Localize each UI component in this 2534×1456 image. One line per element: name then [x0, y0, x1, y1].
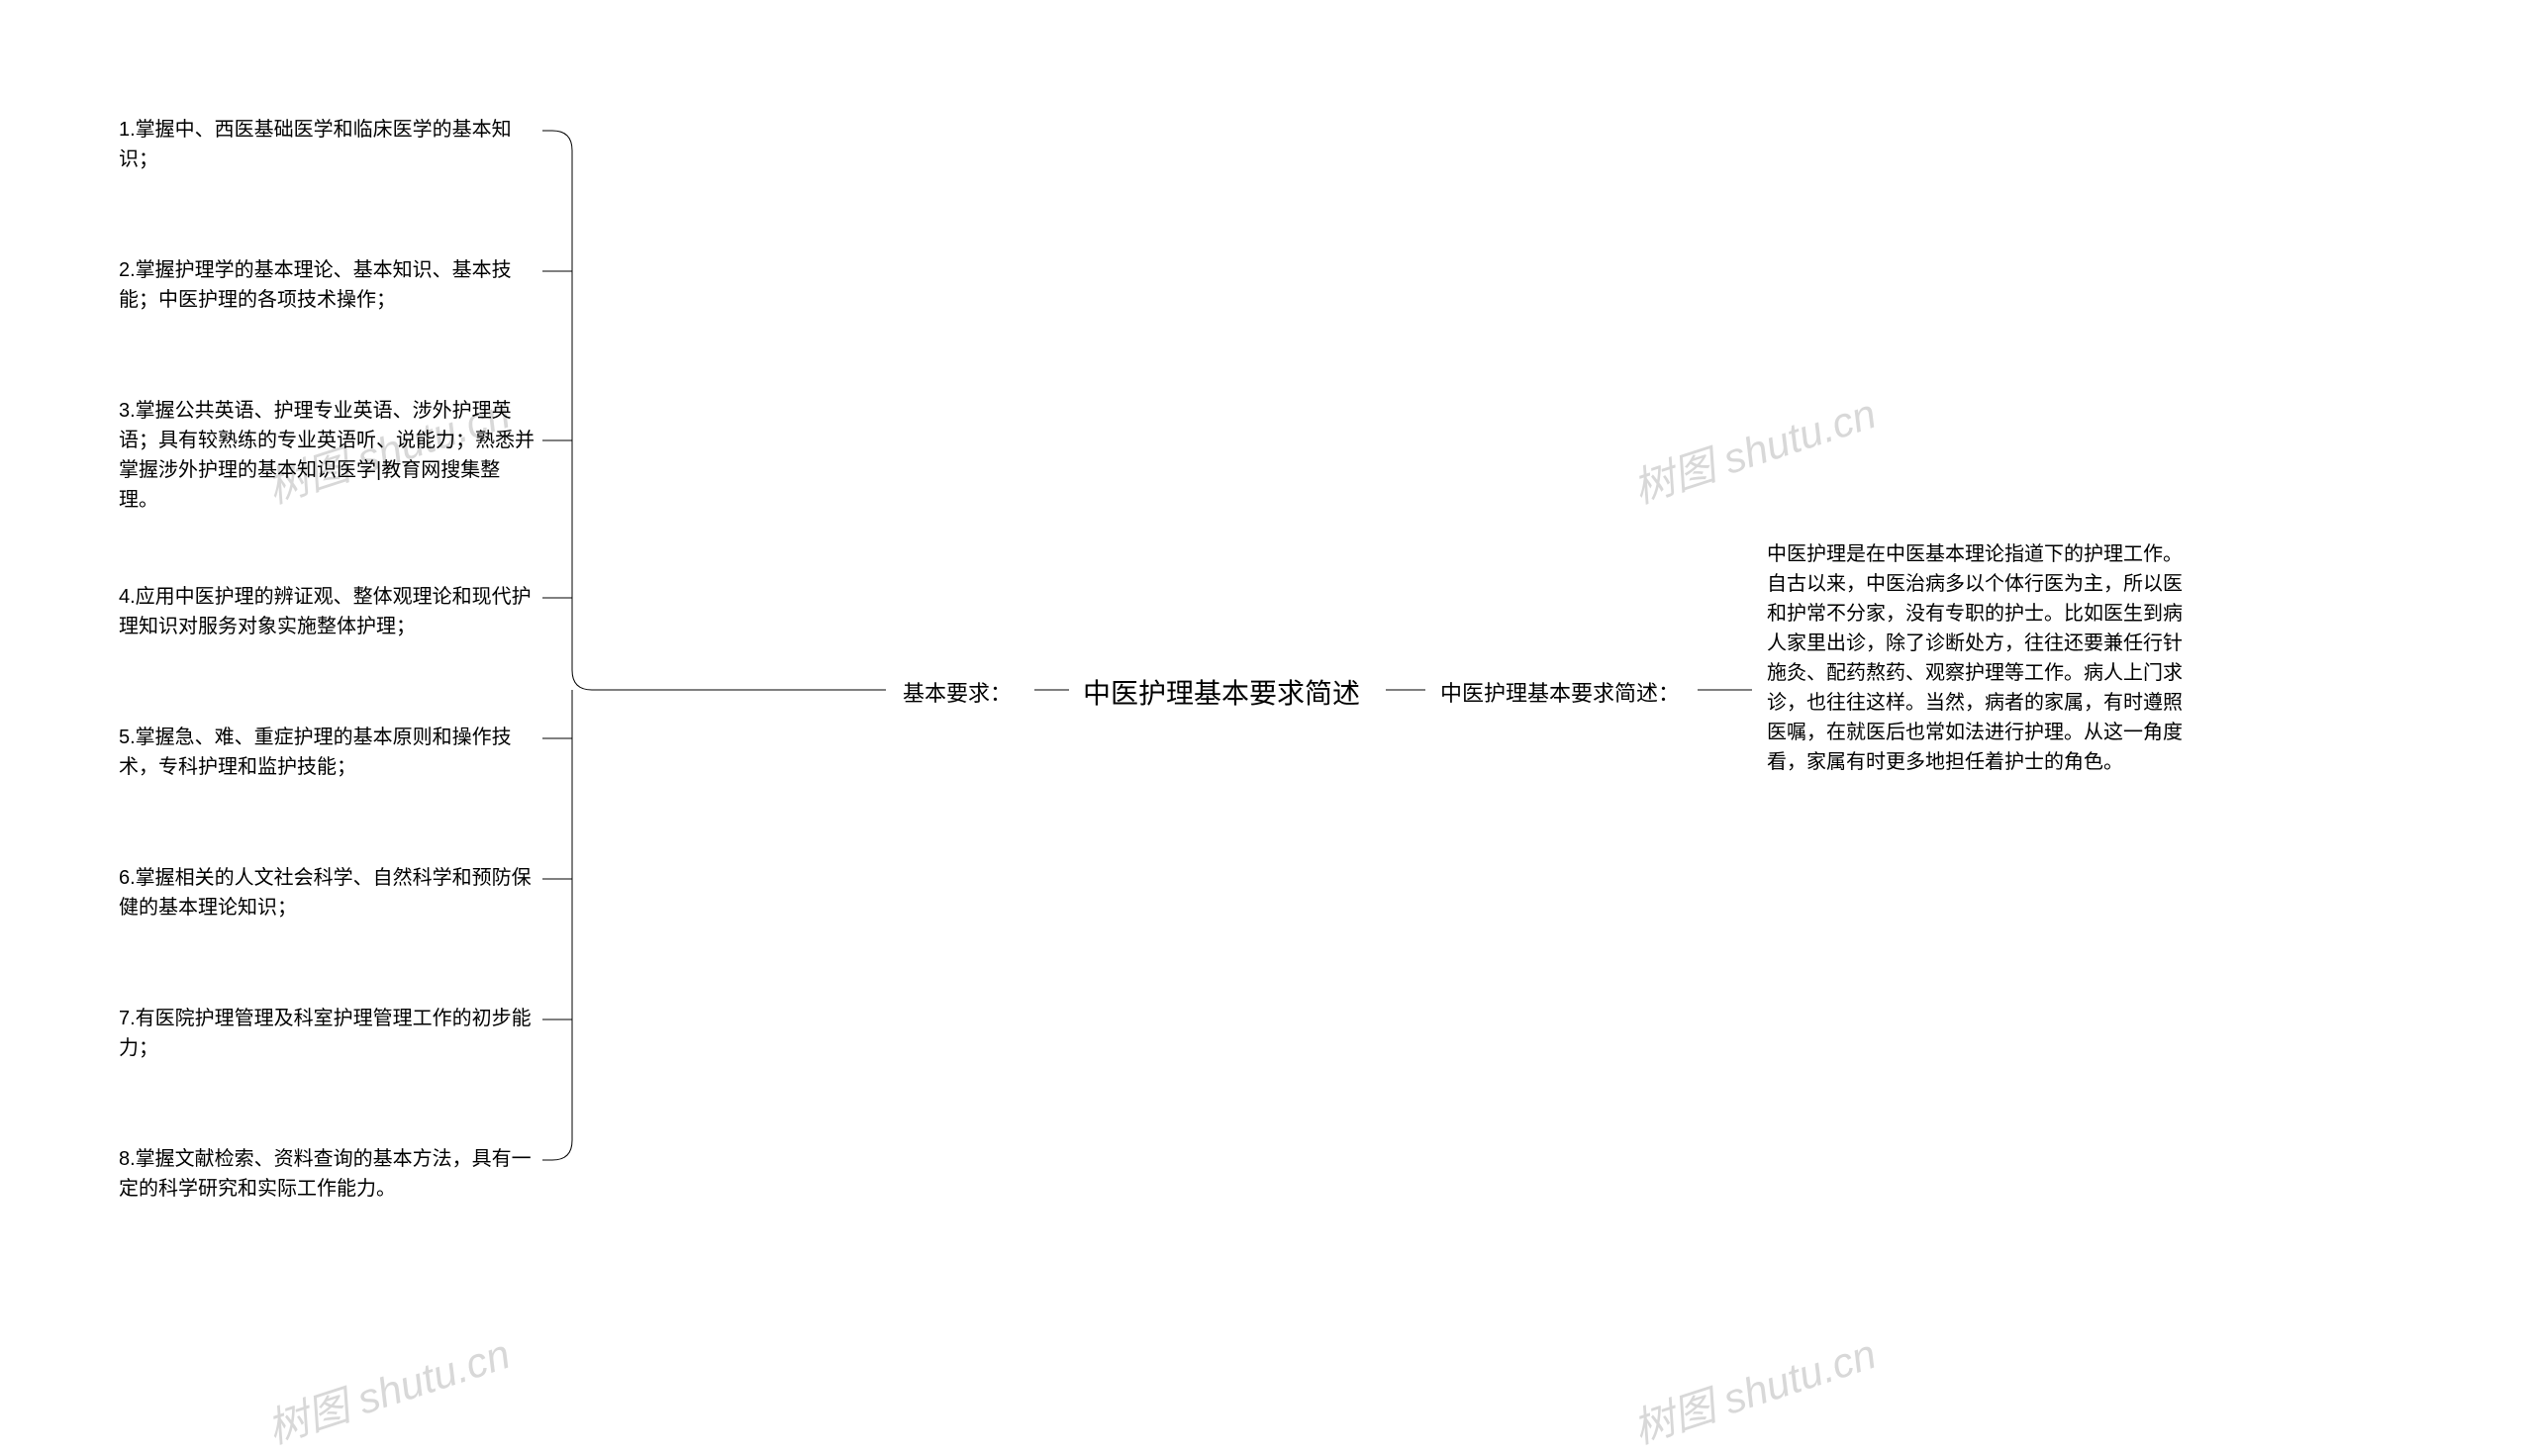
right-branch-label: 中医护理基本要求简述： [1440, 677, 1680, 710]
left-item-2: 2.掌握护理学的基本理论、基本知识、基本技能；中医护理的各项技术操作； [119, 255, 535, 315]
left-branch-label: 基本要求： [903, 677, 1012, 710]
watermark: 树图 shutu.cn [258, 1320, 517, 1456]
left-item-4: 4.应用中医护理的辨证观、整体观理论和现代护理知识对服务对象实施整体护理； [119, 582, 535, 641]
right-item-1: 中医护理是在中医基本理论指道下的护理工作。自古以来，中医治病多以个体行医为主，所… [1767, 539, 2183, 777]
watermark: 树图 shutu.cn [1624, 1320, 1883, 1456]
watermark: 树图 shutu.cn [1624, 380, 1883, 516]
left-item-7: 7.有医院护理管理及科室护理管理工作的初步能力； [119, 1004, 535, 1063]
left-item-1: 1.掌握中、西医基础医学和临床医学的基本知识； [119, 115, 535, 174]
left-item-3: 3.掌握公共英语、护理专业英语、涉外护理英语；具有较熟练的专业英语听、说能力；熟… [119, 396, 535, 515]
left-item-5: 5.掌握急、难、重症护理的基本原则和操作技术，专科护理和监护技能； [119, 723, 535, 782]
left-item-6: 6.掌握相关的人文社会科学、自然科学和预防保健的基本理论知识； [119, 863, 535, 922]
left-item-8: 8.掌握文献检索、资料查询的基本方法，具有一定的科学研究和实际工作能力。 [119, 1144, 535, 1204]
center-node: 中医护理基本要求简述 [1083, 673, 1360, 715]
